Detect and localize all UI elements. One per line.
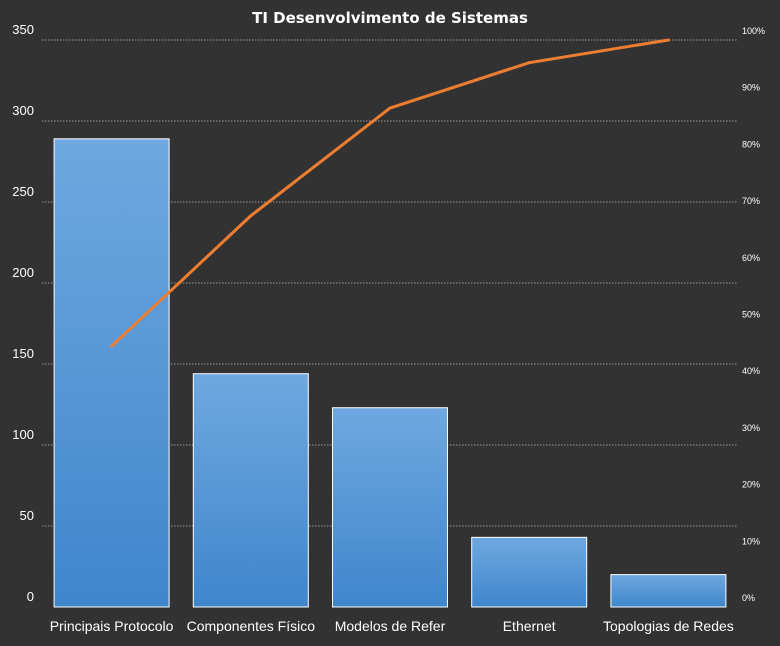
category-label: Componentes Físico — [187, 618, 316, 634]
category-label: Topologias de Redes — [603, 618, 734, 634]
right-tick-label: 40% — [742, 366, 760, 376]
bar — [471, 536, 588, 608]
right-tick-label: 20% — [742, 480, 760, 490]
bar — [53, 138, 170, 608]
line-point — [666, 38, 670, 42]
right-tick-label: 100% — [742, 26, 765, 36]
left-tick-label: 0 — [27, 589, 34, 604]
category-label: Ethernet — [503, 618, 556, 634]
right-tick-label: 60% — [742, 253, 760, 263]
left-tick-label: 200 — [12, 265, 34, 280]
line-point — [110, 344, 114, 348]
bar — [610, 574, 727, 608]
right-tick-label: 50% — [742, 310, 760, 320]
x-axis-labels: Principais Protocolo Componentes Físico Mo… — [50, 618, 734, 634]
category-label: Principais Protocolo — [50, 618, 174, 634]
left-tick-label: 100 — [12, 427, 34, 442]
left-tick-label: 150 — [12, 346, 34, 361]
right-tick-label: 70% — [742, 196, 760, 206]
bar — [332, 407, 448, 608]
line-point — [388, 106, 392, 110]
left-tick-label: 250 — [12, 184, 34, 199]
left-axis-labels: 0 50 100 150 200 250 300 350 — [12, 22, 34, 604]
line-point — [249, 214, 253, 218]
left-tick-label: 50 — [20, 508, 34, 523]
line-point — [527, 61, 531, 65]
bars — [53, 138, 727, 608]
right-axis-labels: 0% 10% 20% 30% 40% 50% 60% 70% 80% 90% 100% — [742, 26, 765, 603]
chart-title: TI Desenvolvimento de Sistemas — [252, 9, 528, 27]
right-tick-label: 90% — [742, 83, 760, 93]
cumulative-line — [110, 38, 670, 348]
left-tick-label: 300 — [12, 103, 34, 118]
right-tick-label: 0% — [742, 593, 755, 603]
left-tick-label: 350 — [12, 22, 34, 37]
cumulative-line-path — [110, 38, 670, 348]
right-tick-label: 80% — [742, 139, 760, 149]
category-label: Modelos de Refer — [335, 618, 446, 634]
right-tick-label: 10% — [742, 536, 760, 546]
bar — [192, 373, 309, 608]
right-tick-label: 30% — [742, 423, 760, 433]
